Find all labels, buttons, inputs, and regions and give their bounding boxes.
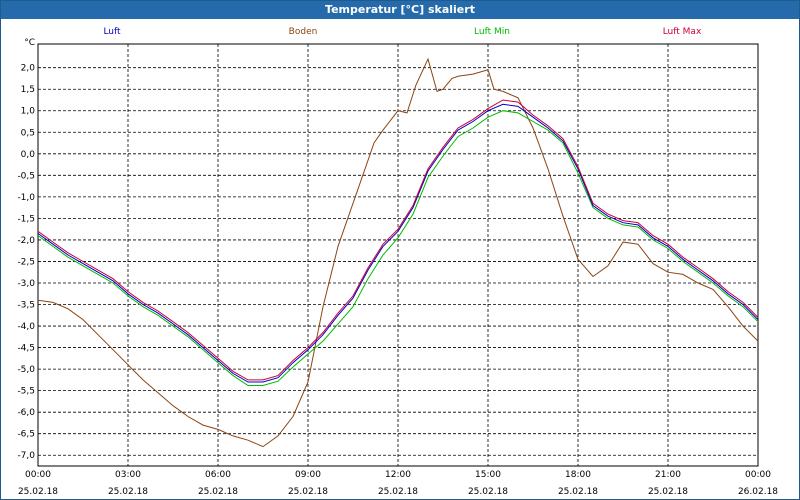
y-tick-label: -3,0 xyxy=(17,279,35,289)
x-tick-time: 15:00 xyxy=(475,470,501,480)
legend-item-boden: Boden xyxy=(289,27,318,37)
x-tick-time: 12:00 xyxy=(385,470,411,480)
series-line-luft xyxy=(37,103,759,383)
x-tick-date: 25.02.18 xyxy=(378,487,418,497)
x-tick-time: 09:00 xyxy=(295,470,321,480)
series-line-luft-max xyxy=(37,99,759,381)
plot-area xyxy=(37,57,759,448)
y-tick-label: -7,0 xyxy=(17,451,35,461)
x-tick-time: 03:00 xyxy=(115,470,141,480)
legend-item-luft-max: Luft Max xyxy=(663,27,702,37)
y-axis: °C 2,0 1,5 1,0 0,5 0,0 -0,5 -1,0 -1,5 -2,0 -2,5 -3,… xyxy=(17,38,35,461)
x-tick-time: 00:00 xyxy=(745,470,771,480)
x-tick-date: 25.02.18 xyxy=(648,487,688,497)
x-tick-time: 00:00 xyxy=(25,470,51,480)
x-tick-date: 25.02.18 xyxy=(108,487,148,497)
y-tick-label: -2,5 xyxy=(17,257,35,267)
y-tick-label: -1,5 xyxy=(17,214,35,224)
x-tick-date: 25.02.18 xyxy=(558,487,598,497)
series-line-luft-min xyxy=(37,110,759,386)
y-tick-label: 0,5 xyxy=(21,128,35,138)
y-tick-label: -4,5 xyxy=(17,344,35,354)
x-tick-date: 26.02.18 xyxy=(738,487,778,497)
series-line-boden xyxy=(37,57,759,448)
legend-item-luft: Luft xyxy=(103,27,121,37)
y-tick-label: -2,0 xyxy=(17,236,35,246)
x-tick-time: 18:00 xyxy=(565,470,591,480)
grid xyxy=(37,43,759,467)
y-tick-label: -5,0 xyxy=(17,365,35,375)
x-tick-date: 25.02.18 xyxy=(198,487,238,497)
x-tick-time: 06:00 xyxy=(205,470,231,480)
y-tick-label: -6,5 xyxy=(17,430,35,440)
title-bar: Temperatur [°C] skaliert xyxy=(1,1,799,19)
y-tick-label: -0,5 xyxy=(17,171,35,181)
x-tick-time: 21:00 xyxy=(655,470,681,480)
y-tick-label: -4,0 xyxy=(17,322,35,332)
y-tick-label: -3,5 xyxy=(17,301,35,311)
chart-title: Temperatur [°C] skaliert xyxy=(325,3,475,16)
legend-item-luft-min: Luft Min xyxy=(474,27,510,37)
y-axis-unit-label: °C xyxy=(24,38,35,48)
y-tick-label: 1,5 xyxy=(21,85,35,95)
x-tick-date: 25.02.18 xyxy=(468,487,508,497)
y-tick-label: -6,0 xyxy=(17,408,35,418)
y-tick-label: 0,0 xyxy=(21,150,36,160)
temperature-chart: Luft Boden Luft Min Luft Max °C 2,0 1,5 1,0 0,5… xyxy=(17,27,778,497)
x-tick-date: 25.02.18 xyxy=(18,487,58,497)
y-tick-label: -5,5 xyxy=(17,387,35,397)
x-axis: 00:00 25.02.18 03:00 25.02.18 06:00 25.02.18 0… xyxy=(18,470,778,497)
y-tick-label: -1,0 xyxy=(17,193,35,203)
y-tick-label: 2,0 xyxy=(21,64,36,74)
x-tick-date: 25.02.18 xyxy=(288,487,328,497)
legend: Luft Boden Luft Min Luft Max xyxy=(103,27,702,37)
y-tick-label: 1,0 xyxy=(21,107,36,117)
